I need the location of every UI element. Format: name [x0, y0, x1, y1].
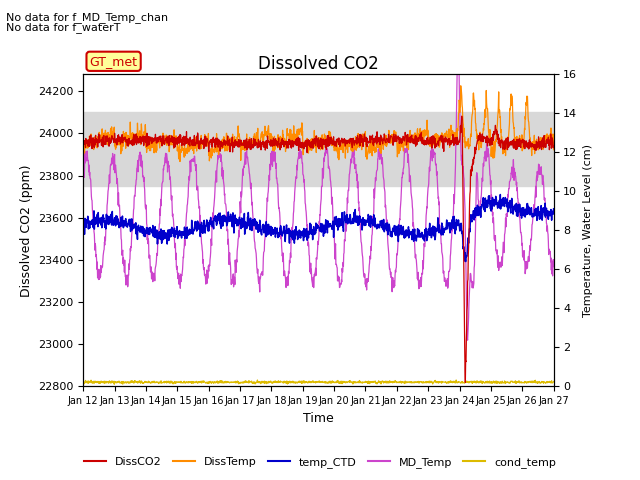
X-axis label: Time: Time	[303, 412, 334, 425]
temp_CTD	[237, 219, 244, 225]
Line: cond_temp: cond_temp	[83, 380, 554, 384]
temp_CTD	[497, 192, 504, 197]
DissTemp	[184, 144, 192, 149]
cond_temp	[184, 380, 192, 385]
DissTemp	[391, 132, 399, 138]
temp_CTD	[79, 213, 87, 218]
cond_temp	[550, 379, 557, 384]
MD_Temp	[452, 129, 460, 135]
DissCO2	[79, 133, 87, 139]
Text: No data for f_waterT: No data for f_waterT	[6, 22, 121, 33]
MD_Temp	[495, 259, 502, 264]
cond_temp	[453, 380, 461, 385]
MD_Temp	[237, 204, 244, 210]
Text: GT_met: GT_met	[90, 55, 138, 68]
Bar	[83, 112, 554, 186]
Line: temp_CTD: temp_CTD	[83, 194, 554, 262]
Y-axis label: Temperature, Water Level (cm): Temperature, Water Level (cm)	[583, 144, 593, 317]
cond_temp	[495, 379, 502, 384]
cond_temp	[391, 378, 399, 384]
Line: MD_Temp: MD_Temp	[83, 37, 554, 340]
DissCO2	[237, 138, 244, 144]
temp_CTD	[452, 222, 460, 228]
Title: Dissolved CO2: Dissolved CO2	[258, 55, 379, 73]
DissCO2	[495, 141, 502, 146]
MD_Temp	[464, 337, 472, 343]
MD_Temp	[173, 264, 180, 270]
DissTemp	[457, 83, 465, 89]
DissCO2	[458, 113, 465, 119]
MD_Temp	[79, 174, 87, 180]
temp_CTD	[184, 233, 191, 239]
Text: No data for f_MD_Temp_chan: No data for f_MD_Temp_chan	[6, 12, 168, 23]
temp_CTD	[494, 201, 502, 206]
MD_Temp	[184, 196, 191, 202]
DissCO2	[550, 143, 557, 149]
temp_CTD	[391, 230, 399, 236]
cond_temp	[237, 380, 244, 386]
DissTemp	[173, 134, 180, 140]
DissCO2	[173, 138, 180, 144]
Line: DissTemp: DissTemp	[83, 86, 554, 162]
MD_Temp	[391, 283, 399, 289]
DissCO2	[452, 139, 460, 145]
temp_CTD	[462, 259, 470, 264]
DissTemp	[550, 147, 557, 153]
DissCO2	[391, 133, 399, 139]
MD_Temp	[454, 35, 462, 40]
Legend: DissCO2, DissTemp, temp_CTD, MD_Temp, cond_temp: DissCO2, DissTemp, temp_CTD, MD_Temp, co…	[79, 452, 561, 472]
DissTemp	[176, 159, 184, 165]
DissTemp	[79, 156, 87, 162]
cond_temp	[452, 377, 460, 383]
DissCO2	[461, 380, 469, 385]
cond_temp	[111, 381, 118, 387]
DissTemp	[452, 126, 460, 132]
cond_temp	[173, 379, 180, 384]
cond_temp	[79, 379, 87, 384]
temp_CTD	[173, 231, 180, 237]
Y-axis label: Dissolved CO2 (ppm): Dissolved CO2 (ppm)	[20, 164, 33, 297]
MD_Temp	[550, 264, 557, 269]
DissCO2	[184, 136, 191, 142]
DissTemp	[495, 103, 502, 109]
Line: DissCO2: DissCO2	[83, 116, 554, 383]
DissTemp	[237, 157, 244, 163]
temp_CTD	[550, 206, 557, 212]
